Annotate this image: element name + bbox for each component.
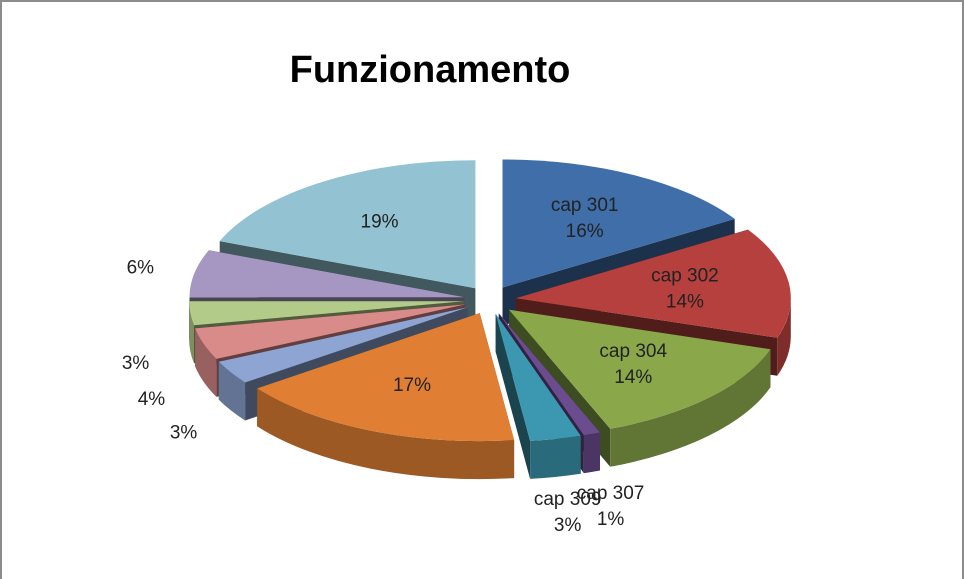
slice-side: [583, 432, 600, 474]
category-label: cap 301: [551, 195, 619, 216]
slice: [218, 307, 468, 383]
value-label: 1%: [597, 509, 625, 530]
slice: [257, 313, 515, 442]
value-label: 14%: [666, 291, 704, 312]
value-label: 17%: [393, 375, 431, 396]
value-label: 3%: [122, 353, 150, 374]
value-label: 16%: [566, 221, 604, 242]
value-label: 19%: [361, 212, 399, 233]
slice: [219, 160, 476, 289]
slice: [195, 304, 466, 359]
slice-side: [195, 328, 217, 397]
value-label: 14%: [614, 367, 652, 388]
category-label: cap 302: [651, 265, 719, 286]
chart-title: Funzionamento: [290, 49, 571, 91]
slice-side: [530, 435, 581, 479]
slice-side: [495, 314, 531, 479]
value-label: 3%: [554, 515, 582, 536]
slice: [509, 309, 771, 429]
value-label: 6%: [127, 258, 155, 279]
slice-side: [610, 349, 771, 467]
value-label: 3%: [170, 422, 198, 443]
slice: [502, 159, 735, 288]
slice-side: [218, 361, 246, 421]
slice-side: [189, 301, 194, 364]
slice: [189, 250, 465, 298]
slice: [189, 301, 465, 326]
category-label: cap 307: [577, 483, 645, 504]
slice-side: [218, 307, 468, 400]
slice-side: [257, 388, 515, 480]
slice-side: [195, 304, 466, 367]
category-label: cap 309: [534, 489, 602, 510]
value-label: 4%: [138, 389, 166, 410]
slice: [498, 313, 600, 436]
category-label: cap 304: [599, 341, 667, 362]
slice: [495, 314, 581, 441]
slice: [515, 229, 791, 338]
slice-side: [777, 298, 791, 376]
